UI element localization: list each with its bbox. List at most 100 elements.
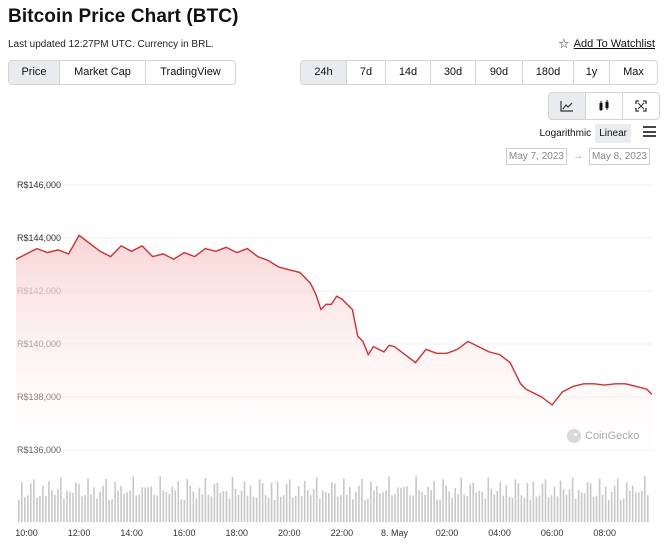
volume-bar (541, 483, 544, 522)
volume-bar (568, 489, 571, 522)
volume-bars (18, 476, 649, 522)
volume-bar (183, 499, 186, 522)
volume-bar (595, 495, 598, 522)
volume-bar (117, 490, 119, 522)
range-7d[interactable]: 7d (347, 61, 386, 84)
volume-bar (361, 478, 363, 522)
volume-bar (303, 480, 306, 522)
chart-tabs: Price Market Cap TradingView (8, 60, 236, 85)
range-180d[interactable]: 180d (523, 61, 574, 84)
volume-bar (430, 490, 432, 522)
volume-bar (153, 494, 155, 522)
volume-bar (42, 485, 44, 522)
volume-bar (279, 496, 282, 522)
range-24h[interactable]: 24h (301, 61, 347, 84)
volume-bar (641, 490, 643, 522)
volume-bar (147, 487, 149, 522)
volume-bar (219, 492, 222, 522)
volume-bar (36, 497, 38, 522)
scale-toggle: Logarithmic Linear (535, 124, 631, 143)
expand-icon (635, 100, 647, 112)
volume-bar (451, 497, 453, 522)
volume-bar (457, 494, 459, 522)
volume-bar (87, 478, 89, 522)
tab-price[interactable]: Price (9, 61, 60, 84)
volume-bar (192, 491, 195, 522)
volume-bar (628, 490, 631, 522)
tab-tradingview[interactable]: TradingView (160, 66, 221, 78)
volume-bar (33, 479, 35, 522)
range-14d[interactable]: 14d (386, 61, 431, 84)
volume-bar (532, 481, 535, 522)
volume-bar (439, 499, 441, 522)
volume-bar (448, 491, 450, 522)
volume-bar (544, 479, 547, 522)
volume-bar (201, 494, 204, 522)
volume-bar (520, 495, 523, 522)
date-to-input[interactable]: May 8, 2023 (588, 148, 650, 165)
volume-bar (174, 490, 177, 522)
volume-bar (604, 486, 607, 522)
add-to-watchlist-link[interactable]: ☆ Add To Watchlist (558, 37, 655, 50)
range-30d[interactable]: 30d (431, 61, 476, 84)
volume-bar (72, 493, 74, 522)
volume-bar (315, 477, 318, 522)
scale-logarithmic[interactable]: Logarithmic (539, 128, 592, 139)
volume-bar (306, 489, 309, 522)
volume-bar (406, 486, 408, 522)
date-from-input[interactable]: May 7, 2023 (505, 148, 567, 165)
volume-bar (90, 494, 92, 522)
volume-bar (385, 490, 387, 522)
volume-bar (472, 482, 474, 522)
volume-bar (631, 485, 634, 522)
volume-bar (638, 492, 640, 522)
volume-bar (376, 485, 378, 522)
volume-bar (96, 498, 98, 522)
tab-market-cap[interactable]: Market Cap (60, 61, 146, 84)
volume-bar (132, 476, 134, 522)
range-90d[interactable]: 90d (476, 61, 523, 84)
volume-bar (291, 497, 294, 522)
hamburger-menu-icon[interactable] (643, 126, 656, 137)
candlestick-icon (599, 100, 609, 111)
volume-bar (21, 482, 23, 522)
fullscreen-button[interactable] (623, 93, 659, 119)
volume-bar (210, 496, 213, 522)
volume-bar (51, 490, 53, 522)
volume-bar (334, 483, 336, 522)
volume-bar (222, 491, 225, 522)
volume-bar (261, 483, 264, 522)
x-tick-label: 02:00 (436, 528, 459, 538)
volume-bar (66, 490, 68, 522)
time-range-selector: 24h 7d 14d 30d 90d 180d 1y Max (300, 60, 658, 85)
volume-bar (454, 488, 456, 522)
x-tick-label: 04:00 (488, 528, 511, 538)
line-chart-icon (560, 101, 573, 112)
range-max[interactable]: Max (623, 66, 644, 78)
range-1y[interactable]: 1y (574, 61, 610, 84)
volume-bar (418, 490, 420, 522)
candlestick-button[interactable] (586, 93, 623, 119)
volume-bar (388, 476, 390, 522)
scale-linear[interactable]: Linear (595, 124, 631, 143)
volume-bar (45, 496, 47, 522)
volume-bar (400, 487, 402, 522)
volume-bar (526, 482, 529, 522)
volume-bar (177, 481, 180, 522)
volume-bar (288, 479, 291, 522)
volume-bar (481, 491, 484, 522)
volume-bar (556, 496, 559, 522)
volume-bar (240, 490, 243, 522)
volume-bar (547, 497, 550, 522)
volume-bar (63, 498, 65, 522)
volume-bar (517, 483, 520, 522)
volume-bar (598, 478, 601, 522)
volume-bar (424, 494, 426, 522)
volume-bar (162, 490, 165, 522)
line-chart-button[interactable] (549, 93, 586, 119)
volume-bar (412, 495, 414, 522)
volume-bar (141, 487, 143, 522)
last-updated-text: Last updated 12:27PM UTC. Currency in BR… (8, 39, 214, 50)
volume-bar (355, 491, 357, 522)
x-tick-label: 08:00 (593, 528, 616, 538)
